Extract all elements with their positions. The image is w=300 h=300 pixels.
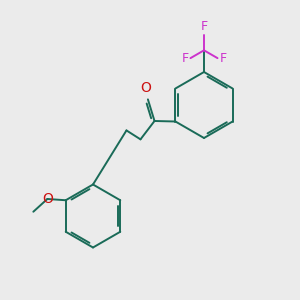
Text: F: F — [220, 52, 227, 64]
Text: F: F — [200, 20, 208, 33]
Text: F: F — [181, 52, 188, 64]
Text: O: O — [42, 192, 53, 206]
Text: O: O — [141, 81, 152, 95]
